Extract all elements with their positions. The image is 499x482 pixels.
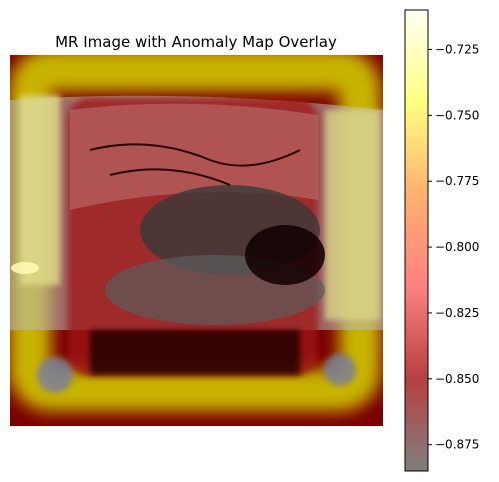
colorbar-ticks: −0.725 −0.750 −0.775 −0.800 −0.825 −0.850 −0.8… bbox=[428, 43, 479, 452]
colorbar-tick-label: −0.750 bbox=[435, 108, 479, 122]
colorbar-tick-label: −0.725 bbox=[435, 43, 479, 57]
colorbar bbox=[405, 10, 428, 471]
dark-cavity bbox=[245, 225, 325, 285]
left-bright-stripe bbox=[20, 95, 60, 285]
colorbar-frame bbox=[404, 9, 429, 472]
chart-title: MR Image with Anomaly Map Overlay bbox=[55, 33, 337, 51]
colorbar-tick-label: −0.775 bbox=[435, 174, 479, 188]
colorbar-tick-label: −0.825 bbox=[435, 306, 479, 320]
colorbar-tick-label: −0.875 bbox=[435, 438, 479, 452]
colorbar-tick-label: −0.800 bbox=[435, 240, 479, 254]
lower-right-corner-spot bbox=[324, 354, 356, 386]
colorbar-tick-label: −0.850 bbox=[435, 372, 479, 386]
lower-dark-region bbox=[90, 330, 300, 375]
mr-image-with-overlay bbox=[10, 55, 383, 426]
right-bright-stripe bbox=[325, 110, 380, 320]
lower-left-corner-spot bbox=[37, 357, 73, 393]
bright-spot bbox=[11, 262, 39, 274]
sulcus-line bbox=[89, 143, 301, 167]
cerebrum bbox=[70, 103, 318, 210]
sulcus-line bbox=[109, 168, 231, 186]
